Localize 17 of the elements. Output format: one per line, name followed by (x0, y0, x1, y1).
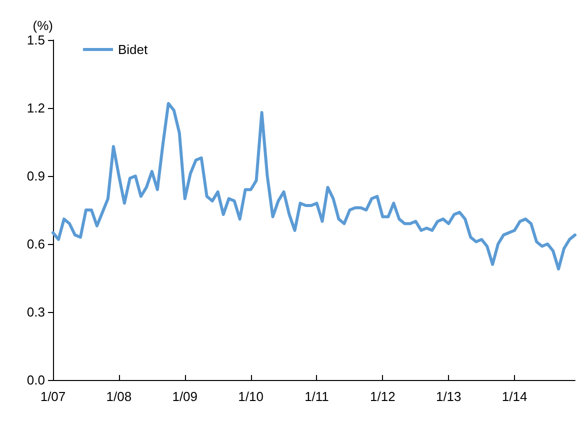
y-tick-label: 0.6 (26, 236, 45, 252)
y-tick-label: 0.0 (26, 372, 45, 388)
line-series (52, 102, 576, 270)
x-tick-label: 1/11 (304, 389, 329, 404)
y-axis-title: (%) (32, 18, 53, 33)
x-tick-label: 1/12 (370, 389, 396, 404)
x-tick-label: 1/13 (436, 389, 462, 404)
x-tick-label: 1/14 (502, 389, 528, 404)
x-tick-label: 1/10 (238, 389, 264, 404)
y-tick-label: 0.3 (26, 304, 45, 320)
y-tick-label: 1.2 (26, 100, 45, 116)
y-tick-label: 0.9 (26, 168, 45, 184)
x-tick-label: 1/09 (172, 389, 198, 404)
legend-label: Bidet (118, 42, 148, 57)
x-tick-label: 1/07 (40, 389, 66, 404)
x-tick-label: 1/08 (106, 389, 132, 404)
y-tick-label: 1.5 (26, 32, 45, 48)
